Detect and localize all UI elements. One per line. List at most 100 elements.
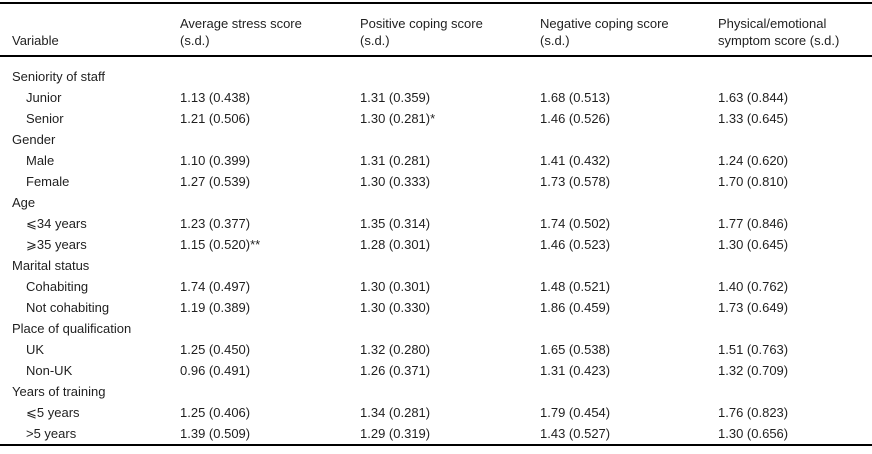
value-cell: 1.28 (0.301) <box>360 237 431 252</box>
row-label: Male <box>26 153 55 168</box>
value-cell <box>718 129 872 150</box>
value-cell: 1.51 (0.763) <box>718 342 789 357</box>
value-cell: 1.25 (0.406) <box>180 405 251 420</box>
value-cell: 1.32 (0.280) <box>360 342 431 357</box>
section-row: Gender <box>0 129 872 150</box>
row-label: Not cohabiting <box>26 300 110 315</box>
value-cell <box>180 129 360 150</box>
value-cell: 1.41 (0.432) <box>540 153 611 168</box>
value-cell: 1.30 (0.656) <box>718 426 789 441</box>
table-body: Seniority of staff Junior 1.13 (0.438) 1.31… <box>0 56 872 445</box>
results-table: Variable Average stress score (s.d.) Pos… <box>0 2 872 446</box>
col-header-physical-emotional: Physical/emotional symptom score (s.d.) <box>718 3 872 57</box>
value-cell: 1.31 (0.281) <box>360 153 431 168</box>
value-cell: 1.79 (0.454) <box>540 405 611 420</box>
value-cell <box>718 381 872 402</box>
value-cell <box>718 56 872 87</box>
value-cell: 1.30 (0.330) <box>360 300 431 315</box>
value-cell: 1.73 (0.578) <box>540 174 611 189</box>
row-label: Junior <box>26 90 62 105</box>
col-header-sublabel: (s.d.) <box>540 33 570 48</box>
value-cell: 1.24 (0.620) <box>718 153 789 168</box>
value-cell: 1.29 (0.319) <box>360 426 431 441</box>
col-header-variable: Variable <box>0 3 180 57</box>
table-row: Non-UK 0.96 (0.491) 1.26 (0.371) 1.31 (0.42… <box>0 360 872 381</box>
value-cell: 1.13 (0.438) <box>180 90 251 105</box>
value-cell <box>360 56 540 87</box>
value-cell: 1.19 (0.389) <box>180 300 251 315</box>
row-label: Years of training <box>12 384 106 399</box>
row-label: ⩽34 years <box>26 216 87 231</box>
value-cell <box>360 318 540 339</box>
table-row: Female 1.27 (0.539) 1.30 (0.333) 1.73 (0.57… <box>0 171 872 192</box>
value-cell <box>540 381 718 402</box>
value-cell <box>180 56 360 87</box>
value-cell: 1.77 (0.846) <box>718 216 789 231</box>
table-row: Junior 1.13 (0.438) 1.31 (0.359) 1.68 (0.51… <box>0 87 872 108</box>
header-row: Variable Average stress score (s.d.) Pos… <box>0 3 872 57</box>
value-cell: 1.30 (0.301) <box>360 279 431 294</box>
col-header-negative-coping: Negative coping score (s.d.) <box>540 3 718 57</box>
value-cell <box>180 381 360 402</box>
value-cell: 1.10 (0.399) <box>180 153 251 168</box>
col-header-label: Negative coping score <box>540 16 669 31</box>
value-cell: 1.35 (0.314) <box>360 216 431 231</box>
col-header-positive-coping: Positive coping score (s.d.) <box>360 3 540 57</box>
value-cell: 1.30 (0.333) <box>360 174 431 189</box>
value-cell: 1.46 (0.526) <box>540 111 611 126</box>
value-cell <box>360 192 540 213</box>
value-cell: 1.63 (0.844) <box>718 90 789 105</box>
table-row: Senior 1.21 (0.506) 1.30 (0.281)* 1.46 (0.5… <box>0 108 872 129</box>
value-cell <box>540 255 718 276</box>
row-label: Gender <box>12 132 56 147</box>
table-row: UK 1.25 (0.450) 1.32 (0.280) 1.65 (0.538) 1.… <box>0 339 872 360</box>
col-header-label: Variable <box>12 33 59 48</box>
col-header-label: Positive coping score <box>360 16 483 31</box>
value-cell <box>360 381 540 402</box>
value-cell: 1.46 (0.523) <box>540 237 611 252</box>
section-row: Age <box>0 192 872 213</box>
value-cell: 1.43 (0.527) <box>540 426 611 441</box>
value-cell: 1.74 (0.502) <box>540 216 611 231</box>
row-label: Cohabiting <box>26 279 89 294</box>
row-label: Non-UK <box>26 363 73 378</box>
table-row: ⩽5 years 1.25 (0.406) 1.34 (0.281) 1.79 (0.… <box>0 402 872 423</box>
value-cell <box>540 129 718 150</box>
value-cell: 1.21 (0.506) <box>180 111 251 126</box>
row-label: ⩾35 years <box>26 237 87 252</box>
value-cell: 1.31 (0.423) <box>540 363 611 378</box>
table-row: Cohabiting 1.74 (0.497) 1.30 (0.301) 1.48 (… <box>0 276 872 297</box>
table-row: Not cohabiting 1.19 (0.389) 1.30 (0.330) 1.… <box>0 297 872 318</box>
col-header-sublabel: symptom score (s.d.) <box>718 33 840 48</box>
value-cell: 1.86 (0.459) <box>540 300 611 315</box>
value-cell <box>180 318 360 339</box>
value-cell: 1.65 (0.538) <box>540 342 611 357</box>
value-cell: 0.96 (0.491) <box>180 363 251 378</box>
section-row: Years of training <box>0 381 872 402</box>
table-row: ⩽34 years 1.23 (0.377) 1.35 (0.314) 1.74 (0… <box>0 213 872 234</box>
value-cell: 1.74 (0.497) <box>180 279 251 294</box>
value-cell <box>180 255 360 276</box>
value-cell <box>718 318 872 339</box>
section-row: Seniority of staff <box>0 56 872 87</box>
col-header-label: Average stress score <box>180 16 302 31</box>
value-cell: 1.34 (0.281) <box>360 405 431 420</box>
row-label: ⩽5 years <box>26 405 80 420</box>
value-cell: 1.33 (0.645) <box>718 111 789 126</box>
value-cell: 1.30 (0.281)* <box>360 111 436 126</box>
value-cell: 1.31 (0.359) <box>360 90 431 105</box>
col-header-label: Physical/emotional <box>718 16 827 31</box>
value-cell: 1.39 (0.509) <box>180 426 251 441</box>
value-cell: 1.30 (0.645) <box>718 237 789 252</box>
value-cell: 1.27 (0.539) <box>180 174 251 189</box>
value-cell <box>180 192 360 213</box>
value-cell: 1.76 (0.823) <box>718 405 789 420</box>
value-cell: 1.68 (0.513) <box>540 90 611 105</box>
row-label: Place of qualification <box>12 321 132 336</box>
section-row: Place of qualification <box>0 318 872 339</box>
value-cell <box>718 255 872 276</box>
value-cell: 1.26 (0.371) <box>360 363 431 378</box>
row-label: Marital status <box>12 258 90 273</box>
value-cell <box>540 192 718 213</box>
